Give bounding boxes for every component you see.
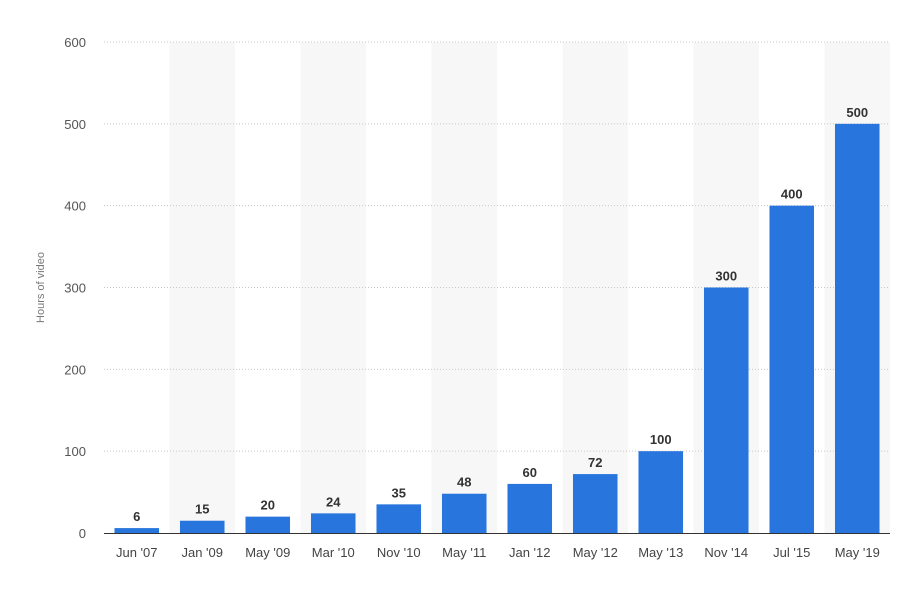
bar xyxy=(769,205,815,533)
y-tick-label: 400 xyxy=(64,199,86,214)
x-tick-label: Jan '12 xyxy=(509,545,551,560)
data-label: 48 xyxy=(457,475,471,490)
x-tick-label: Jan '09 xyxy=(181,545,223,560)
data-label: 6 xyxy=(133,509,140,524)
bar xyxy=(572,474,618,533)
x-tick-label: Nov '10 xyxy=(377,545,421,560)
bar xyxy=(507,483,553,533)
data-label: 24 xyxy=(326,494,341,509)
bar xyxy=(114,528,160,533)
data-label: 500 xyxy=(846,105,868,120)
data-label: 60 xyxy=(523,465,537,480)
bars xyxy=(114,123,880,533)
bar xyxy=(441,493,487,533)
data-label: 15 xyxy=(195,502,209,517)
bar xyxy=(703,287,749,533)
bar xyxy=(834,123,880,533)
data-label: 400 xyxy=(781,187,803,202)
y-tick-label: 500 xyxy=(64,117,86,132)
y-axis-label: Hours of video xyxy=(35,252,47,323)
x-tick-label: May '13 xyxy=(638,545,683,560)
gridlines xyxy=(104,41,890,452)
y-axis-ticks: 0 100 200 300 400 500 600 xyxy=(64,35,86,541)
x-tick-label: Mar '10 xyxy=(312,545,355,560)
data-label: 35 xyxy=(392,485,406,500)
data-label: 300 xyxy=(715,269,737,284)
data-label: 100 xyxy=(650,432,672,447)
y-tick-label: 0 xyxy=(79,526,86,541)
bar xyxy=(179,520,225,533)
bar xyxy=(376,504,422,533)
x-tick-label: May '19 xyxy=(835,545,880,560)
x-tick-label: May '09 xyxy=(245,545,290,560)
data-label: 20 xyxy=(261,498,275,513)
y-tick-label: 300 xyxy=(64,281,86,296)
x-tick-label: May '11 xyxy=(442,545,486,560)
x-tick-label: Jul '15 xyxy=(773,545,810,560)
x-tick-label: May '12 xyxy=(573,545,618,560)
bar xyxy=(638,451,684,533)
bar xyxy=(245,516,291,533)
y-tick-label: 600 xyxy=(64,35,86,50)
x-tick-label: Nov '14 xyxy=(704,545,748,560)
y-tick-label: 200 xyxy=(64,362,86,377)
bar xyxy=(310,513,356,533)
data-label: 72 xyxy=(588,455,602,470)
data-labels: 6 15 20 24 35 48 60 72 100 300 400 500 xyxy=(133,105,868,524)
y-tick-label: 100 xyxy=(64,444,86,459)
x-tick-label: Jun '07 xyxy=(116,545,158,560)
x-axis-ticks: Jun '07 Jan '09 May '09 Mar '10 Nov '10 May '… xyxy=(116,545,880,560)
